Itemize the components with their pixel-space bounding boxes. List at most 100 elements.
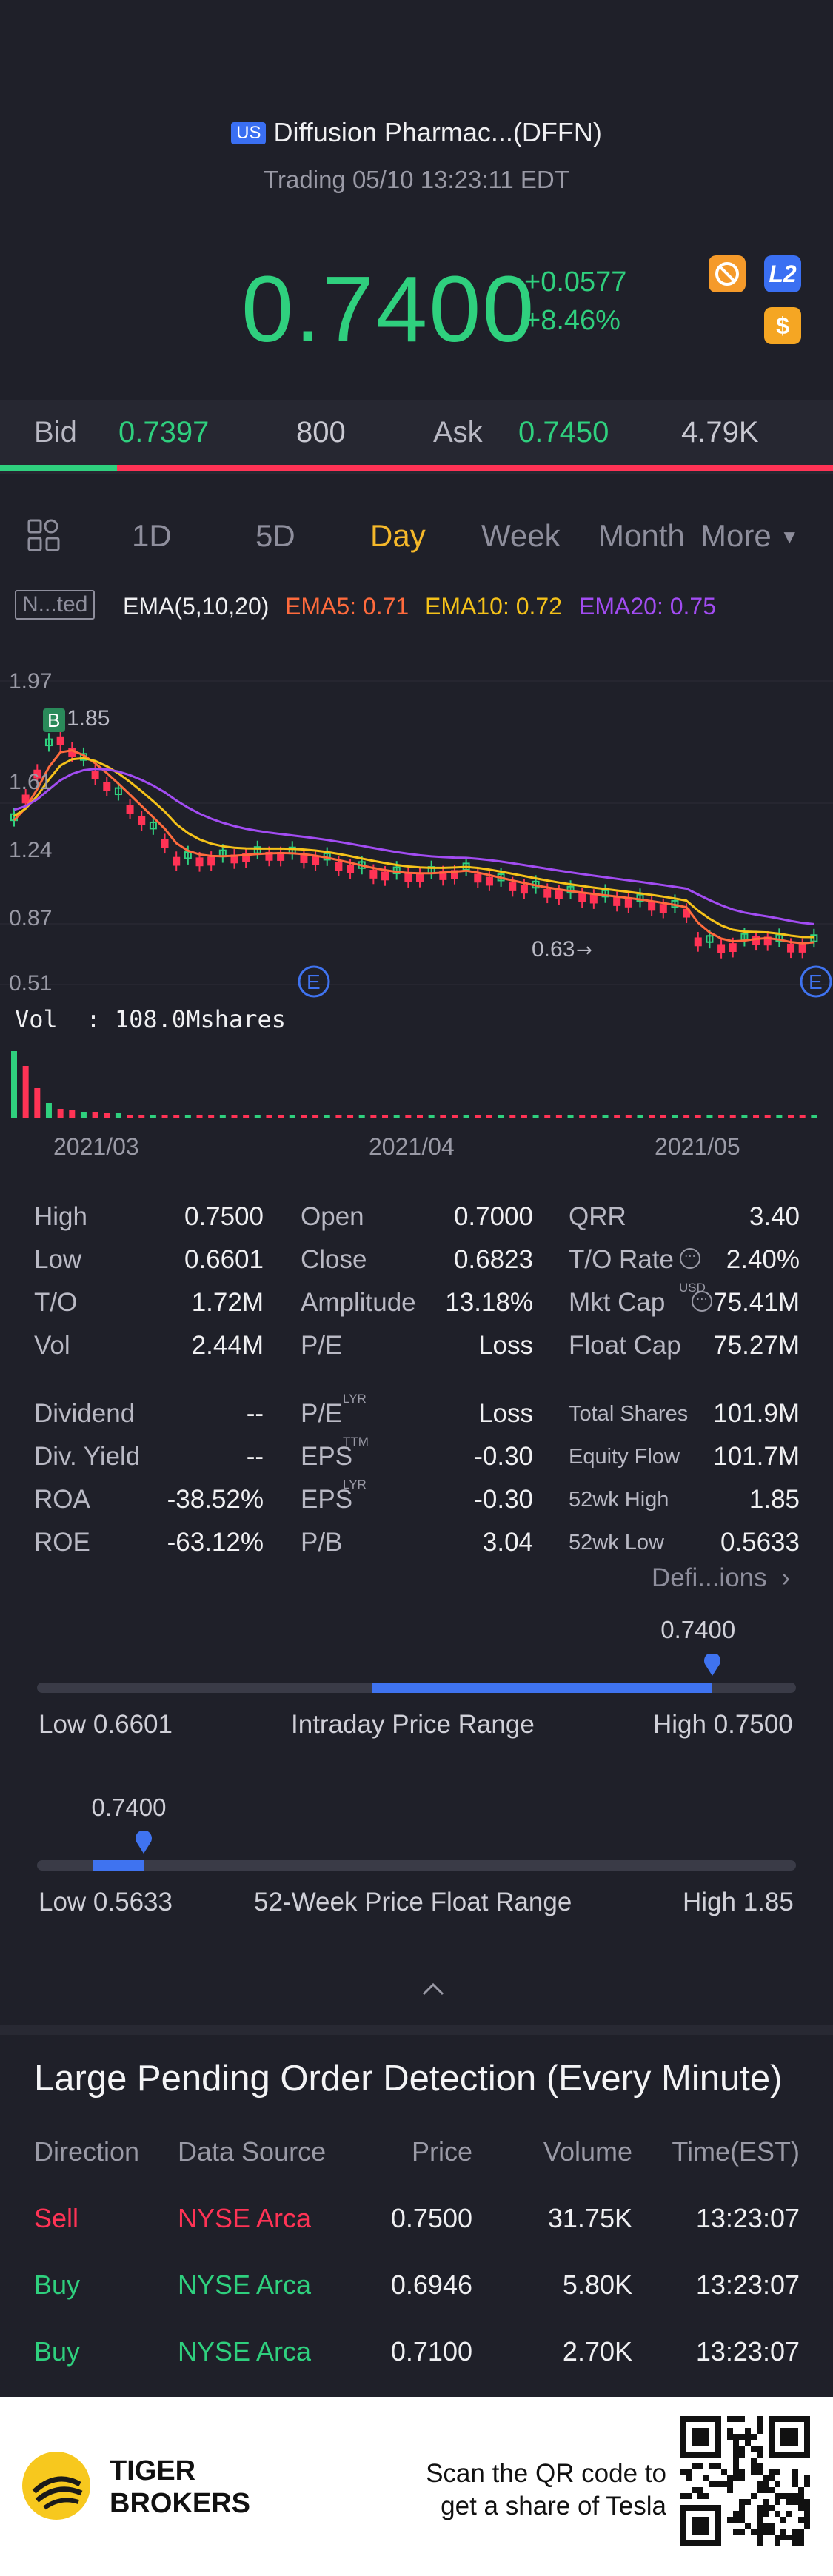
volume-bar [80,1112,87,1118]
order-source: NYSE Arca [178,2203,312,2233]
candle [312,856,320,865]
volume-bar [405,1115,412,1118]
volume-bar [649,1115,655,1118]
bid-size: 800 [296,416,346,449]
stat-value: 13.18% [445,1288,533,1317]
week52-high: High 1.85 [683,1888,794,1916]
candle [33,769,41,779]
stat-value: 2.40% [726,1245,800,1274]
intraday-range-fill [372,1683,713,1693]
candle [300,854,308,863]
tab-month[interactable]: Month [598,518,685,553]
price-chart[interactable]: 1.97 1.61 1.24 0.87 0.51 B 1.85 0.63 → E… [0,637,833,1170]
y-tick: 1.97 [9,669,52,694]
stat-value: -0.30 [474,1442,533,1471]
candle [543,888,552,898]
candle [589,894,598,904]
trading-status: Trading 05/10 13:23:11 EDT [264,166,569,193]
promo-line1: Scan the QR code to [426,2459,666,2488]
stat-label: P/E [301,1399,343,1428]
volume-bar [301,1115,307,1118]
ema20-line [13,768,814,925]
volume-bar [358,1115,365,1118]
candle [729,943,737,953]
stat-label: 52wk High [569,1488,669,1512]
no-shorting-icon[interactable] [709,255,746,292]
stats-panel: High 0.7500 Low 0.6601 T/O 1.72M Vol 2.44M Divid… [0,1199,833,1599]
volume-bar [138,1115,145,1118]
stat-label: Div. Yield [34,1442,141,1471]
volume-bar [660,1115,666,1118]
info-icon[interactable]: ⋯ [680,1248,700,1269]
tab-day[interactable]: Day [370,518,426,553]
qr-code-icon[interactable] [680,2416,810,2546]
period-tabs: 1D 5D Day Week Month More ▼ [0,489,833,585]
ema20-value: EMA20: 0.75 [579,593,716,620]
candle [520,885,528,894]
last-price: 0.7400 [241,257,536,361]
volume-bar [57,1109,64,1118]
candle [404,873,412,882]
volume-bar [289,1115,295,1118]
earnings-marker-label: E [809,970,823,993]
adjust-toggle[interactable]: N...ted [15,590,96,620]
tab-1d[interactable]: 1D [132,518,172,553]
earnings-marker-icon[interactable] [800,965,832,998]
volume-bar [347,1115,354,1118]
tab-5d[interactable]: 5D [255,518,295,553]
x-tick: 2021/05 [655,1133,740,1160]
candle [381,871,389,881]
stat-label: 52wk Low [569,1531,664,1554]
candle [56,736,64,745]
orders-column-header: Data Source [178,2136,327,2167]
volume-bar [788,1115,794,1118]
stat-label: Float Cap [569,1331,681,1360]
chevron-right-icon: › [781,1563,791,1592]
tab-more[interactable]: More ▼ [700,518,799,554]
volume-bar [382,1115,389,1118]
candle [648,902,656,911]
volume-bar [486,1115,492,1118]
volume-bar [45,1103,52,1118]
order-volume: 2.70K [562,2336,632,2367]
promo-footer[interactable]: TIGER BROKERS Scan the QR code to get a … [0,2397,833,2576]
intraday-pin-icon [703,1652,721,1676]
bid-ask-bar: Bid 0.7397 800 Ask 0.7450 4.79K [0,400,833,474]
stat-value: 0.5633 [720,1528,800,1557]
collapse-chevron-icon[interactable] [421,1975,446,2004]
volume-bar [69,1110,76,1118]
stat-value: 0.6601 [184,1245,264,1274]
dollar-icon[interactable]: $ [764,307,801,344]
chevron-down-icon: ▼ [780,526,800,548]
candle [149,821,157,830]
stat-label: Vol [34,1331,70,1360]
volume-bar [753,1115,760,1118]
grid-icon[interactable] [27,518,61,556]
info-icon[interactable]: ⋯ [692,1291,712,1312]
volume-bar [498,1115,504,1118]
volume-bar [254,1115,261,1118]
tab-week[interactable]: Week [481,518,561,553]
volume-bar [451,1115,458,1118]
earnings-marker-icon[interactable] [298,965,330,998]
week52-pin-icon [135,1830,153,1854]
stat-value: -- [246,1399,264,1428]
ema10-value: EMA10: 0.72 [425,593,562,620]
volume-bar [428,1115,435,1118]
volume-bar [637,1115,643,1118]
stat-value: 3.40 [749,1202,800,1231]
brand-name: TIGER BROKERS [110,2455,250,2520]
ask-price: 0.7450 [518,416,609,449]
volume-bar [475,1115,481,1118]
orders-column-header: Price [411,2136,472,2167]
stat-value: 0.7500 [184,1202,264,1231]
tiger-logo-icon [19,2449,93,2523]
section-divider [0,2025,833,2035]
order-volume: 5.80K [562,2270,632,2300]
candle [21,794,30,804]
volume-label: Vol : 108.0Mshares [15,1005,286,1033]
level2-icon[interactable]: L2 [764,255,801,292]
definitions-link[interactable]: Defi...ions › [652,1563,790,1593]
volume-bar [92,1112,98,1118]
buy-marker-label: B [47,709,60,731]
